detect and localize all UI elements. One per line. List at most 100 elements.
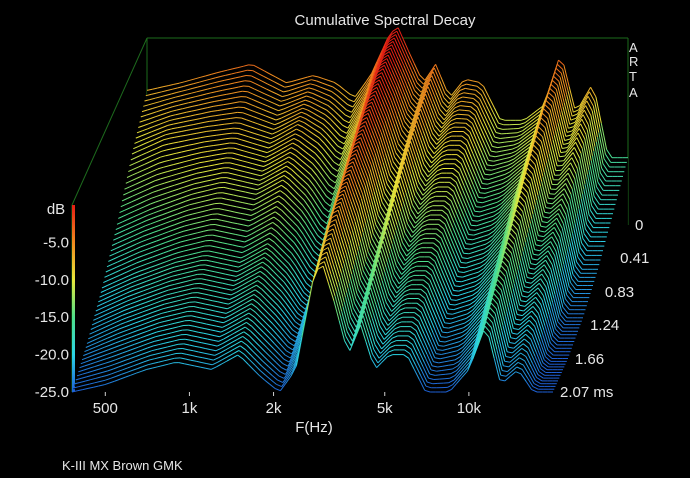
slice-segment xyxy=(518,150,525,156)
slice-segment xyxy=(546,255,553,265)
slice-segment xyxy=(571,157,578,169)
slice-segment xyxy=(507,306,514,329)
slice-segment xyxy=(556,217,563,229)
slice-segment xyxy=(441,269,448,283)
slice-segment xyxy=(218,257,224,260)
slice-segment xyxy=(236,206,242,209)
slice-segment xyxy=(548,197,554,200)
slice-segment xyxy=(581,118,588,130)
slice-segment xyxy=(387,203,394,217)
slice-segment xyxy=(256,246,263,250)
slice-segment xyxy=(468,305,475,310)
slice-segment xyxy=(439,273,447,288)
slice-segment xyxy=(288,210,295,217)
slice-segment xyxy=(427,115,435,130)
slice-segment xyxy=(223,302,229,305)
slice-segment xyxy=(232,244,239,247)
slice-segment xyxy=(502,145,509,148)
slice-segment xyxy=(454,90,461,98)
slice-segment xyxy=(277,200,284,206)
slice-segment xyxy=(421,307,429,321)
slice-segment xyxy=(201,215,208,218)
slice-segment xyxy=(146,312,153,315)
slice-segment xyxy=(439,340,446,343)
slice-segment xyxy=(192,330,199,333)
slice-segment xyxy=(428,261,435,267)
slice-segment xyxy=(535,135,542,142)
slice-segment xyxy=(296,260,303,270)
slice-segment xyxy=(300,274,307,284)
slice-segment xyxy=(130,301,137,305)
slice-segment xyxy=(573,269,580,278)
slice-segment xyxy=(267,221,273,226)
slice-segment xyxy=(391,208,398,226)
slice-segment xyxy=(436,228,443,234)
slice-segment xyxy=(508,302,516,324)
slice-segment xyxy=(169,96,176,100)
slice-segment xyxy=(401,206,408,225)
slice-segment xyxy=(235,273,242,277)
slice-segment xyxy=(143,253,149,257)
slice-segment xyxy=(157,233,164,237)
slice-segment xyxy=(120,300,127,305)
slice-segment xyxy=(133,308,139,312)
slice-segment xyxy=(492,180,499,183)
slice-segment xyxy=(450,177,457,183)
slice-segment xyxy=(456,315,463,318)
slice-segment xyxy=(229,312,236,317)
slice-segment xyxy=(405,157,412,175)
slice-segment xyxy=(242,224,249,227)
slice-segment xyxy=(152,272,159,276)
slice-segment xyxy=(303,228,311,238)
slice-segment xyxy=(478,196,484,199)
slice-segment xyxy=(121,198,128,202)
slice-segment xyxy=(412,226,419,233)
slice-segment xyxy=(370,242,377,254)
slice-segment xyxy=(247,91,254,95)
slice-segment xyxy=(210,285,217,288)
slice-segment xyxy=(328,184,335,190)
slice-segment xyxy=(481,221,488,225)
slice-segment xyxy=(130,284,136,288)
slice-segment xyxy=(269,232,276,238)
slice-segment xyxy=(345,185,352,202)
slice-segment xyxy=(320,236,328,250)
slice-segment xyxy=(151,259,157,263)
slice-segment xyxy=(190,278,197,281)
slice-segment xyxy=(253,116,259,120)
slice-segment xyxy=(293,137,300,142)
slice-segment xyxy=(180,315,187,318)
slice-segment xyxy=(481,271,488,279)
slice-segment xyxy=(516,170,523,177)
slice-segment xyxy=(226,198,233,201)
slice-segment xyxy=(532,213,539,236)
slice-segment xyxy=(446,282,453,296)
slice-segment xyxy=(147,274,154,278)
slice-segment xyxy=(482,302,489,316)
slice-segment xyxy=(413,112,420,124)
slice-segment xyxy=(254,111,261,115)
slice-segment xyxy=(95,344,101,348)
slice-segment xyxy=(499,231,506,238)
slice-segment xyxy=(518,166,525,172)
slice-segment xyxy=(513,283,521,306)
slice-segment xyxy=(481,238,488,242)
slice-segment xyxy=(475,262,482,265)
slice-segment xyxy=(102,317,109,321)
slice-segment xyxy=(244,256,251,261)
slice-segment xyxy=(485,239,492,245)
slice-segment xyxy=(281,315,288,324)
slice-segment xyxy=(541,112,548,119)
slice-segment xyxy=(401,130,408,138)
slice-segment xyxy=(430,251,437,257)
slice-segment xyxy=(448,325,455,329)
slice-segment xyxy=(353,264,361,285)
slice-segment xyxy=(455,249,462,263)
slice-segment xyxy=(538,344,545,360)
slice-segment xyxy=(454,341,461,344)
slice-segment xyxy=(433,265,440,279)
slice-segment xyxy=(475,326,483,339)
slice-segment xyxy=(389,188,396,202)
slice-segment xyxy=(175,113,182,116)
slice-segment xyxy=(563,167,570,175)
